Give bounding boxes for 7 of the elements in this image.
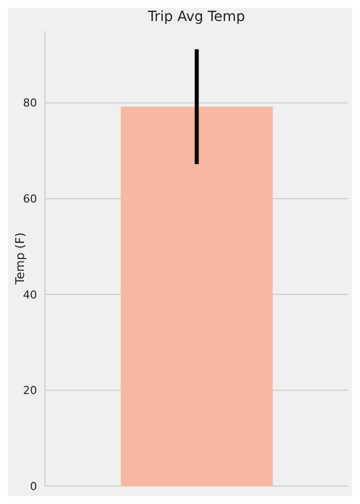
y-tick-label: 80 [23,96,37,110]
y-tick-label: 20 [23,384,37,398]
y-axis-title: Temp (F) [13,232,27,286]
y-tick-label: 60 [23,192,37,206]
y-tick-label: 0 [30,480,37,493]
y-tick-label: 40 [23,288,37,302]
chart-title: Trip Avg Temp [146,9,246,25]
